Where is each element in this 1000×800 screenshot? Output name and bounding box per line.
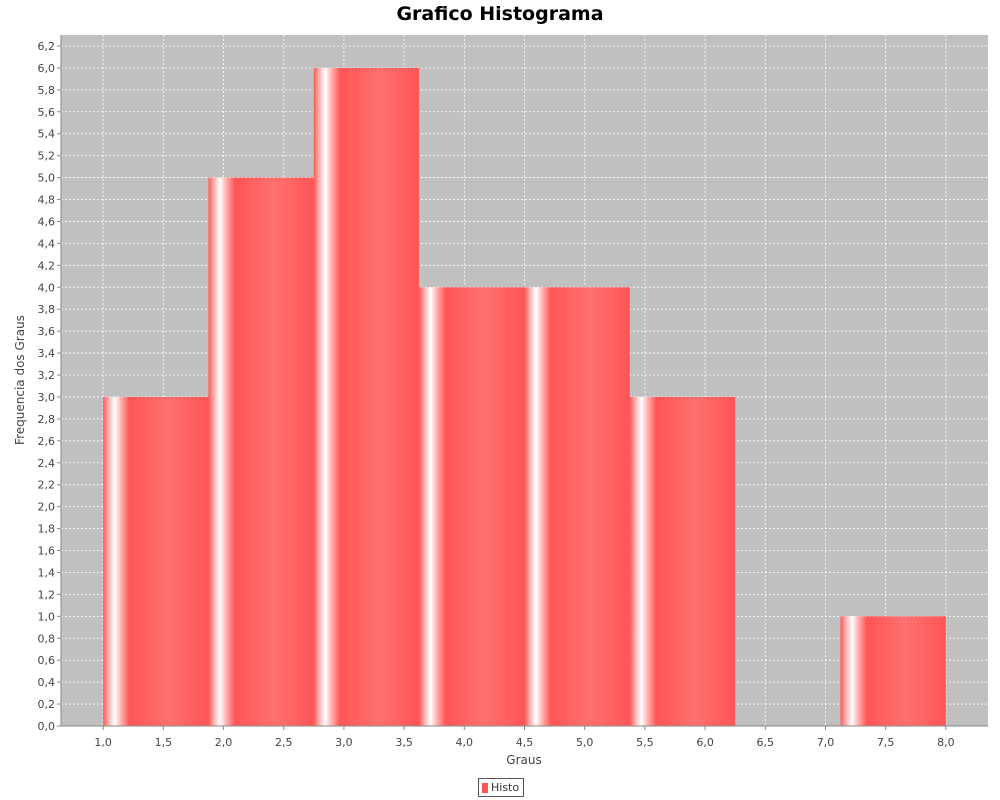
y-tick-label: 4,8 — [38, 194, 56, 207]
y-tick-label: 0,8 — [38, 632, 56, 645]
x-tick-label: 4,0 — [456, 736, 474, 749]
y-tick-label: 1,8 — [38, 523, 56, 536]
y-axis-title: Frequencia dos Graus — [13, 315, 27, 445]
histogram-bar — [103, 396, 209, 726]
y-tick-label: 1,2 — [38, 588, 56, 601]
histogram-bar — [629, 396, 736, 726]
y-tick-label: 1,6 — [38, 545, 56, 558]
x-tick-label: 4,5 — [516, 736, 534, 749]
y-tick-label: 3,6 — [38, 325, 56, 338]
y-tick-label: 2,4 — [38, 457, 56, 470]
y-tick-label: 0,2 — [38, 698, 56, 711]
y-tick-label: 5,8 — [38, 84, 56, 97]
legend-label: Histo — [491, 781, 520, 794]
x-tick-label: 8,0 — [937, 736, 955, 749]
y-tick-label: 4,0 — [38, 281, 56, 294]
y-tick-label: 1,0 — [38, 610, 56, 623]
x-axis-title: Graus — [506, 753, 541, 767]
y-tick-label: 3,4 — [38, 347, 56, 360]
x-tick-label: 3,0 — [335, 736, 353, 749]
legend-swatch — [482, 782, 488, 793]
x-tick-label: 6,5 — [757, 736, 775, 749]
y-tick-label: 5,6 — [38, 106, 56, 119]
y-tick-label: 5,2 — [38, 150, 56, 163]
y-tick-label: 5,0 — [38, 172, 56, 185]
x-tick-label: 2,5 — [275, 736, 293, 749]
y-tick-label: 6,0 — [38, 62, 56, 75]
chart-title: Grafico Histograma — [396, 3, 604, 25]
y-tick-label: 3,8 — [38, 303, 56, 316]
x-tick-label: 2,0 — [215, 736, 233, 749]
x-tick-label: 3,5 — [395, 736, 413, 749]
y-tick-label: 4,4 — [38, 237, 56, 250]
y-tick-label: 4,2 — [38, 259, 56, 272]
y-tick-labels: 0,0 0,2 0,4 0,6 0,8 1,0 1,2 1,4 1,6 1,8 2,0 2,2 2,4 2… — [38, 40, 56, 733]
x-tick-label: 1,5 — [155, 736, 173, 749]
histogram-bar — [840, 616, 946, 726]
bars — [103, 67, 946, 727]
histogram-bar — [313, 67, 420, 726]
y-tick-label: 3,2 — [38, 369, 56, 382]
y-tick-label: 5,4 — [38, 128, 56, 141]
histogram-bar — [208, 177, 314, 727]
y-tick-label: 2,8 — [38, 413, 56, 426]
y-tick-label: 0,6 — [38, 654, 56, 667]
x-tick-labels: 1,0 1,5 2,0 2,5 3,0 3,5 4,0 4,5 5,0 5,5 6,0 6,5 7,0 7… — [94, 736, 954, 749]
y-tick-label: 0,4 — [38, 676, 56, 689]
x-tick-label: 5,0 — [576, 736, 594, 749]
histogram-bar — [524, 287, 630, 726]
legend: Histo — [478, 778, 525, 797]
x-tick-label: 1,0 — [94, 736, 112, 749]
y-tick-label: 2,2 — [38, 479, 56, 492]
y-tick-label: 1,4 — [38, 566, 56, 579]
y-tick-label: 3,0 — [38, 391, 56, 404]
x-tick-label: 7,5 — [877, 736, 895, 749]
y-tick-label: 6,2 — [38, 40, 56, 53]
y-tick-label: 4,6 — [38, 215, 56, 228]
y-tick-label: 2,6 — [38, 435, 56, 448]
y-tick-label: 2,0 — [38, 501, 56, 514]
axes — [57, 35, 988, 730]
histogram-bar — [419, 287, 525, 726]
x-tick-label: 5,5 — [636, 736, 654, 749]
x-tick-label: 7,0 — [817, 736, 835, 749]
x-tick-label: 6,0 — [696, 736, 714, 749]
y-tick-label: 0,0 — [38, 720, 56, 733]
